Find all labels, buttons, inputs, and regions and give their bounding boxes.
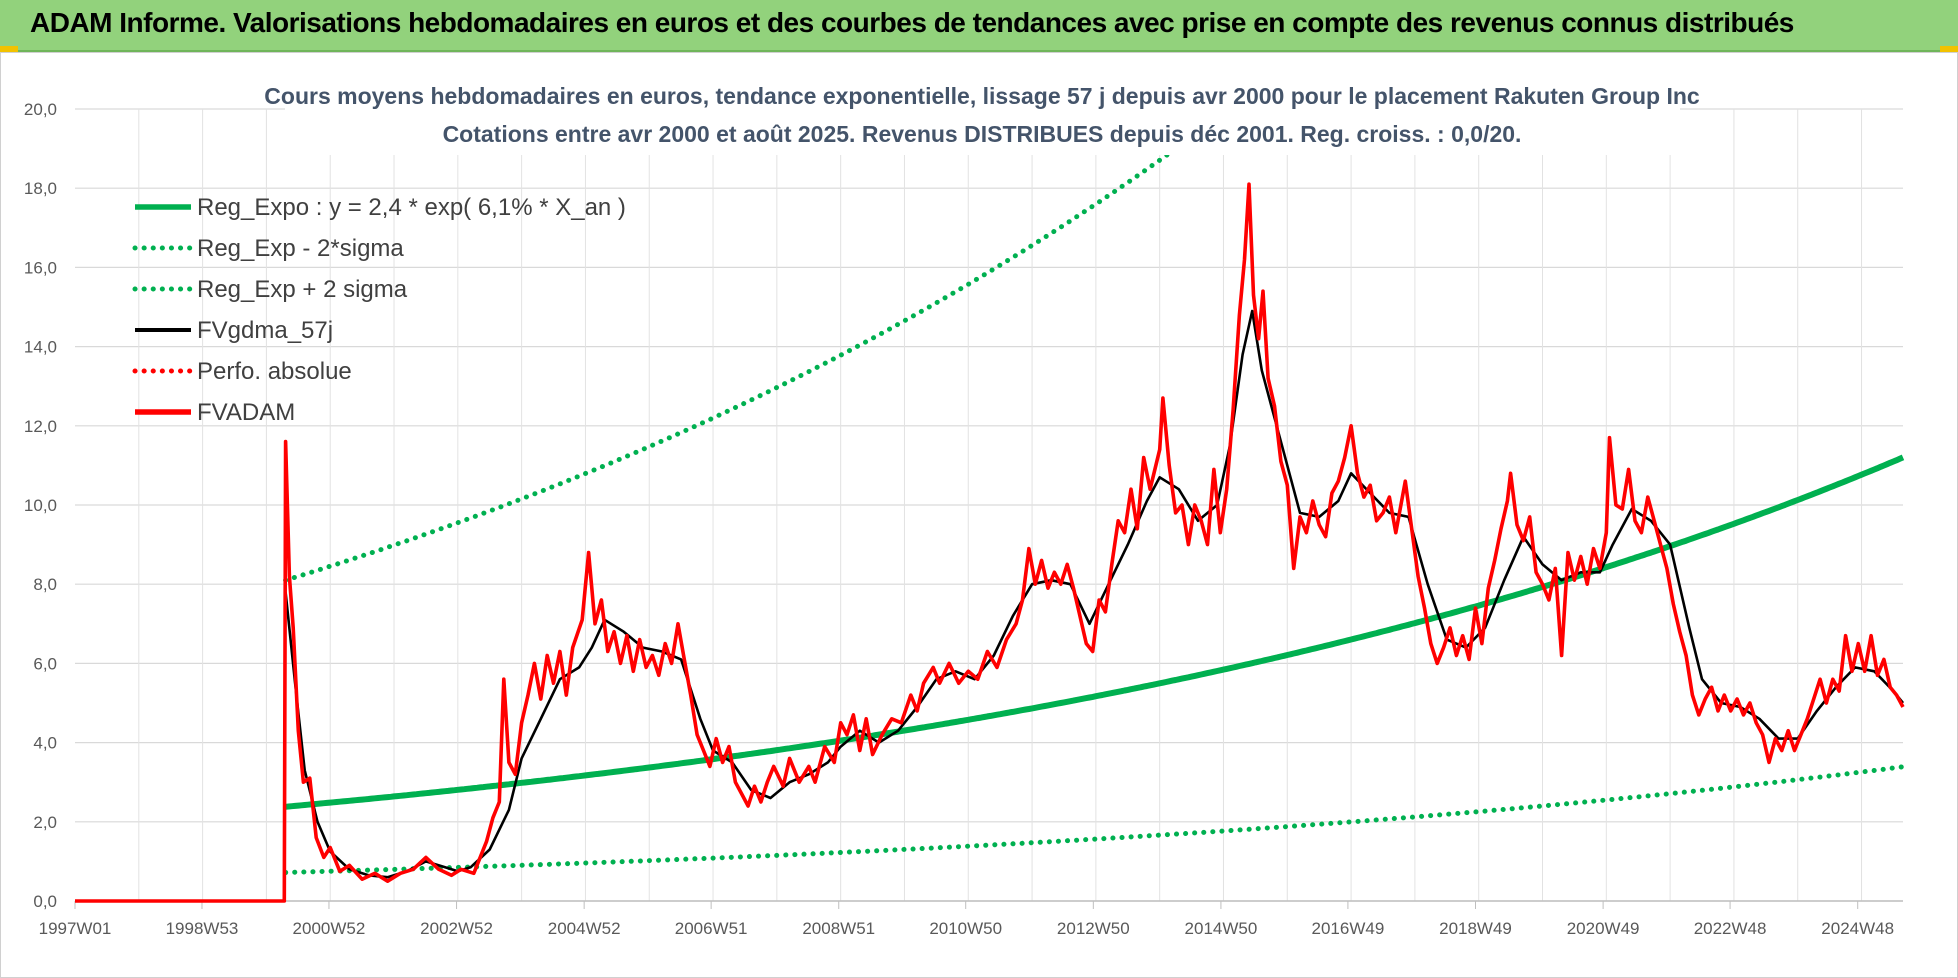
- series-line-5: [75, 182, 1905, 903]
- x-tick-label: 2000W52: [293, 919, 366, 938]
- corner-marker-right: [1940, 46, 1958, 53]
- x-tick-label: 2024W48: [1821, 919, 1894, 938]
- x-tick-label: 2008W51: [802, 919, 875, 938]
- chart-title: Cours moyens hebdomadaires en euros, ten…: [264, 83, 1700, 109]
- legend-label: Reg_Exp - 2*sigma: [197, 235, 404, 262]
- y-tick-label: 4,0: [33, 734, 57, 753]
- y-tick-label: 14,0: [24, 338, 57, 357]
- legend-label: FVADAM: [197, 399, 295, 426]
- legend-label: Perfo. absolue: [197, 358, 352, 385]
- series-line-1: [283, 764, 1906, 875]
- x-tick-label: 2020W49: [1567, 919, 1640, 938]
- y-tick-label: 2,0: [33, 813, 57, 832]
- page-title: ADAM Informe. Valorisations hebdomadaire…: [30, 7, 1794, 38]
- legend: Reg_Expo : y = 2,4 * exp( 6,1% * X_an ) R…: [132, 194, 626, 426]
- x-tick-label: 1998W53: [166, 919, 239, 938]
- x-tick-label: 2016W49: [1312, 919, 1385, 938]
- x-tick-label: 2006W51: [675, 919, 748, 938]
- legend-label: Reg_Expo : y = 2,4 * exp( 6,1% * X_an ): [197, 194, 626, 221]
- y-tick-label: 18,0: [24, 179, 57, 198]
- y-tick-label: 12,0: [24, 417, 57, 436]
- legend-label: FVgdma_57j: [197, 317, 333, 344]
- x-tick-label: 2022W48: [1694, 919, 1767, 938]
- x-tick-label: 1997W01: [39, 919, 112, 938]
- series-lines: [75, 96, 1906, 903]
- series-line-0: [285, 454, 1905, 810]
- y-tick-label: 10,0: [24, 496, 57, 515]
- y-tick-label: 20,0: [24, 100, 57, 119]
- x-axis-ticks: 1997W01 1998W53 2000W52 2002W52 2004W52 2006W…: [39, 900, 1903, 938]
- legend-label: Reg_Exp + 2 sigma: [197, 276, 408, 303]
- chart-subtitle: Cotations entre avr 2000 et août 2025. R…: [443, 121, 1522, 147]
- title-background: [285, 75, 1680, 155]
- y-tick-label: 0,0: [33, 892, 57, 911]
- y-tick-label: 8,0: [33, 575, 57, 594]
- series-line-3: [284, 309, 1905, 879]
- header-banner: ADAM Informe. Valorisations hebdomadaire…: [0, 0, 1958, 52]
- corner-marker-left: [0, 46, 18, 53]
- y-tick-label: 6,0: [33, 654, 57, 673]
- y-axis-ticks: 0,0 2,0 4,0 6,0 8,0 10,0 12,0 14,0 16,0 18,0 20,0: [24, 100, 57, 911]
- y-tick-label: 16,0: [24, 258, 57, 277]
- x-tick-label: 2004W52: [548, 919, 621, 938]
- x-tick-label: 2014W50: [1185, 919, 1258, 938]
- grid-lines: [75, 108, 1903, 902]
- x-tick-label: 2010W50: [929, 919, 1002, 938]
- x-tick-label: 2002W52: [420, 919, 493, 938]
- x-tick-label: 2018W49: [1439, 919, 1512, 938]
- x-tick-label: 2012W50: [1057, 919, 1130, 938]
- series-line-2: [283, 96, 1293, 583]
